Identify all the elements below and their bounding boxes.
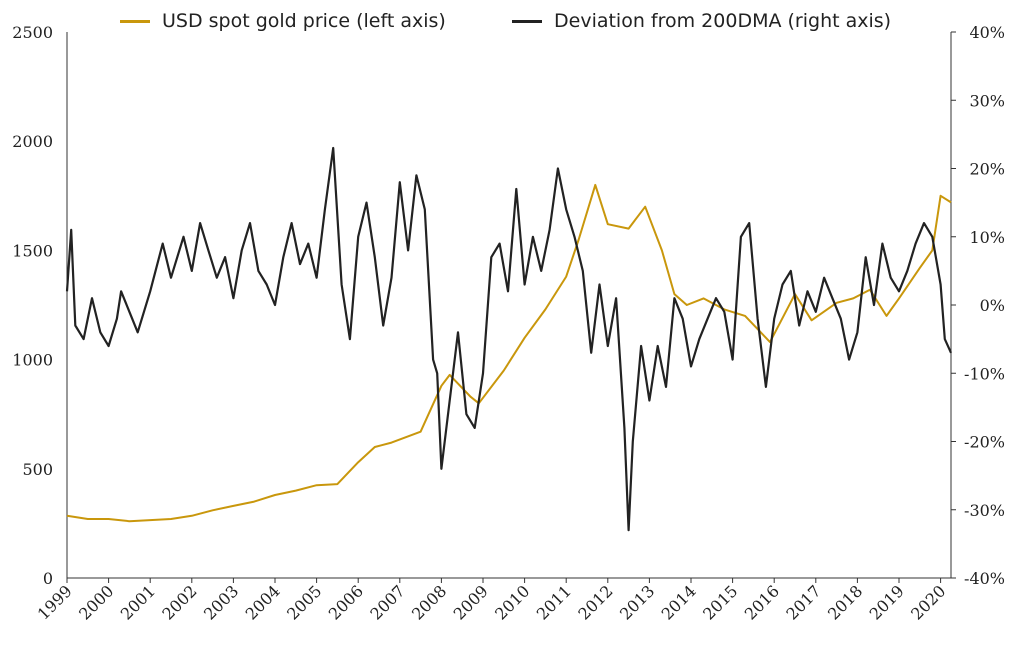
right-tick-label: 30% [969,91,1005,110]
x-tick-label: 2014 [658,581,700,623]
x-tick-label: 2011 [533,581,575,623]
x-tick-label: 2020 [907,581,949,623]
x-tick-label: 2003 [200,581,242,623]
x-tick-label: 2004 [242,581,284,623]
right-tick-label: -30% [964,501,1005,520]
x-tick-label: 2002 [158,581,200,623]
x-tick-label: 2005 [283,581,325,623]
chart-legend: USD spot gold price (left axis) Deviatio… [0,10,1016,38]
x-tick-label: 2000 [75,581,117,623]
right-tick-label: 20% [969,160,1005,179]
left-tick-label: 500 [22,460,53,479]
x-tick-label: 2012 [574,581,616,623]
x-tick-label: 2010 [491,581,533,623]
right-tick-label: 10% [969,228,1005,247]
x-tick-label: 2016 [741,581,783,623]
x-tick-label: 2013 [616,581,658,623]
left-tick-label: 0 [43,569,53,588]
x-tick-label: 2019 [866,581,908,623]
x-tick-label: 2008 [408,581,450,623]
x-tick-label: 2007 [366,581,408,623]
x-tick-label: 2018 [824,581,866,623]
left-tick-label: 1500 [12,241,53,260]
right-tick-label: 0% [980,296,1005,315]
x-tick-label: 2009 [450,581,492,623]
right-tick-label: 40% [969,23,1005,42]
left-tick-label: 2500 [12,23,53,42]
left-tick-label: 1000 [12,351,53,370]
right-tick-label: -40% [964,569,1005,588]
x-tick-label: 2017 [782,581,824,623]
x-tick-label: 2006 [325,581,367,623]
x-tick-label: 1999 [34,581,76,623]
right-tick-label: -20% [964,433,1005,452]
legend-label-deviation: Deviation from 200DMA (right axis) [554,10,892,32]
gold-price-line [66,183,952,523]
right-tick-label: -10% [964,364,1005,383]
legend-swatch-deviation [512,19,542,23]
x-tick-label: 2015 [699,581,741,623]
legend-label-gold: USD spot gold price (left axis) [162,10,446,32]
legend-item-deviation: Deviation from 200DMA (right axis) [512,10,891,32]
legend-item-gold: USD spot gold price (left axis) [120,10,446,32]
x-tick-label: 2001 [117,581,159,623]
deviation-line [65,146,953,532]
left-tick-label: 2000 [12,132,53,151]
legend-swatch-gold [120,19,150,23]
